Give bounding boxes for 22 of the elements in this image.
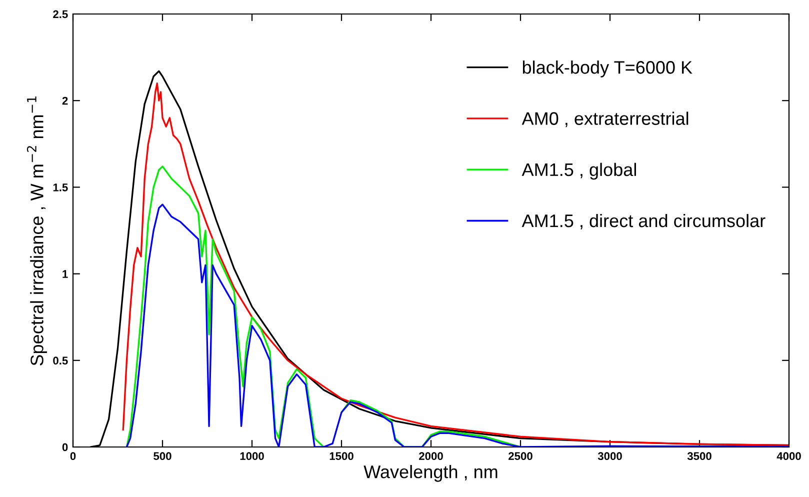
legend-label: AM1.5 , global (522, 162, 636, 180)
legend-label: AM1.5 , direct and circumsolar (522, 214, 766, 230)
x-tick-label: 1000 (240, 452, 264, 460)
y-tick-label: 0.5 (53, 356, 68, 365)
x-tick-label: 2500 (508, 452, 532, 460)
y-tick-label: 0 (62, 443, 68, 452)
x-axis-title: Wavelength , nm (364, 464, 498, 482)
y-tick-label: 1.5 (53, 184, 68, 192)
x-tick-label: 3000 (598, 452, 622, 460)
x-tick-label: 3500 (687, 452, 712, 460)
x-tick-label: 500 (154, 452, 172, 460)
x-tick-label: 2000 (419, 452, 443, 460)
y-tick-label: 2 (62, 96, 68, 105)
line-series (126, 204, 789, 447)
y-tick-label: 2.5 (53, 10, 68, 18)
x-tick-label: 0 (70, 452, 76, 460)
y-axis-title: Spectral irradiance , W m$^{−2}$ nm$^{−1}$ (26, 96, 47, 366)
legend-label: black-body T=6000 K (522, 60, 692, 78)
x-tick-label: 1500 (330, 452, 354, 460)
y-tick-label: 1 (62, 270, 68, 278)
x-tick-label: 4000 (776, 452, 801, 460)
legend-label: AM0 , extraterrestrial (522, 112, 688, 128)
